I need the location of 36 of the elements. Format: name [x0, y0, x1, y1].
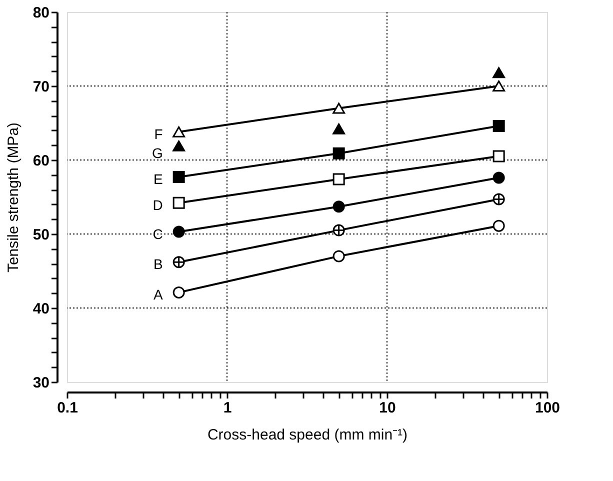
- y-tick-label: 40: [32, 300, 50, 318]
- y-tick-label: 50: [32, 226, 50, 244]
- point: [172, 140, 186, 152]
- x-tick-label: 10: [379, 400, 396, 416]
- point: [172, 196, 185, 209]
- point: [332, 200, 345, 213]
- series-label: E: [153, 171, 163, 188]
- point: [492, 150, 505, 162]
- y-axis-title: Tensile strength (MPa): [4, 122, 22, 273]
- y-tick-label: 70: [32, 78, 50, 96]
- y-tick-label: 80: [32, 4, 50, 22]
- point: [492, 120, 505, 132]
- x-axis-title: Cross-head speed (mm min⁻¹): [207, 426, 408, 444]
- x-tick-label: 100: [534, 400, 560, 416]
- point: [492, 67, 506, 78]
- series-label: G: [152, 144, 163, 161]
- point: [332, 123, 346, 134]
- point: [492, 220, 505, 232]
- point: [172, 171, 185, 184]
- series-label: F: [154, 126, 163, 142]
- point: [172, 286, 185, 298]
- x-tick-label: 0.1: [57, 400, 78, 416]
- series-label: A: [153, 286, 164, 302]
- x-tick-label: 1: [223, 400, 232, 416]
- point: [172, 226, 185, 238]
- point: [172, 126, 186, 138]
- point: [492, 80, 506, 92]
- point: [332, 147, 345, 160]
- point: [332, 102, 346, 114]
- series-label: B: [153, 256, 163, 272]
- series-label: D: [152, 196, 163, 213]
- point: [332, 173, 345, 186]
- point: [492, 172, 505, 184]
- point: [332, 250, 345, 262]
- y-tick-label: 60: [32, 152, 50, 170]
- y-tick-label: 30: [32, 374, 50, 392]
